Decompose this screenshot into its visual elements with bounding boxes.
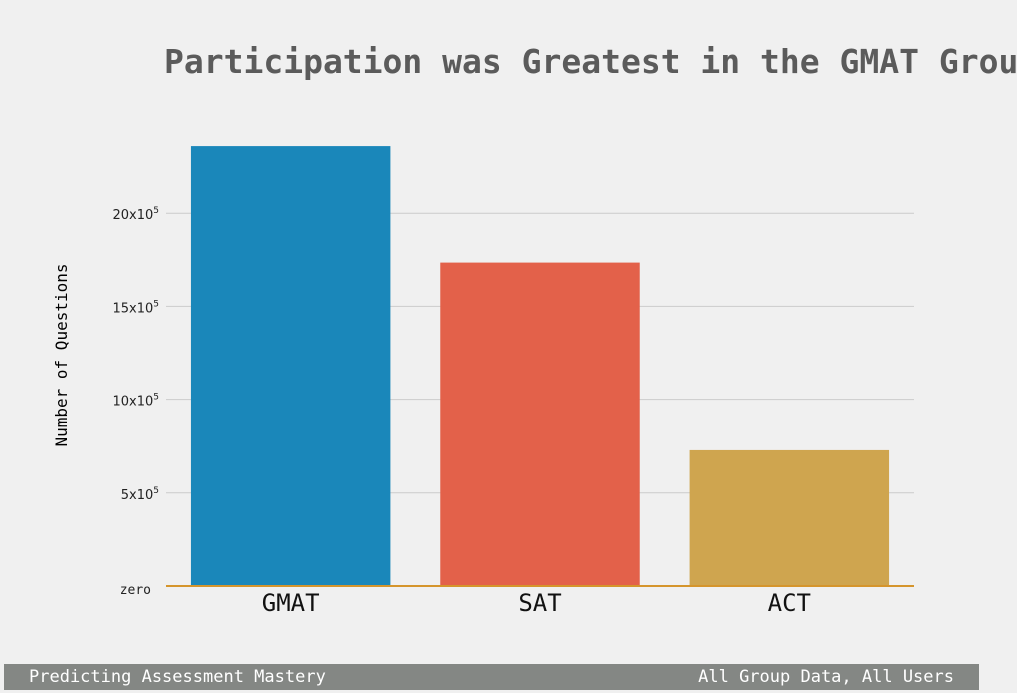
- x-tick-label: SAT: [518, 589, 561, 617]
- x-tick-label: ACT: [768, 589, 811, 617]
- y-tick-label: zero: [120, 583, 151, 598]
- y-tick-label: 10x105: [112, 393, 159, 410]
- x-tick-label: GMAT: [262, 589, 320, 617]
- y-tick-labels: zero 5x105 10x105 15x105 20x105: [112, 206, 159, 598]
- bars: [190, 146, 890, 586]
- bar-sat: [440, 262, 640, 586]
- bar-gmat: [190, 146, 391, 586]
- x-tick-labels: GMAT SAT ACT: [262, 589, 811, 617]
- chart-title: Participation was Greatest in the GMAT G…: [164, 42, 1017, 81]
- y-axis-label: Number of Questions: [52, 263, 71, 446]
- footer-left-text: Predicting Assessment Mastery: [29, 667, 326, 687]
- y-tick-label: 5x105: [121, 486, 159, 503]
- footer-bar: Predicting Assessment Mastery All Group …: [4, 664, 979, 690]
- bar-chart: Participation was Greatest in the GMAT G…: [52, 42, 1017, 617]
- y-tick-label: 20x105: [112, 206, 159, 223]
- footer-right-text: All Group Data, All Users: [698, 667, 954, 687]
- bar-act: [689, 449, 890, 586]
- y-tick-label: 15x105: [112, 299, 159, 316]
